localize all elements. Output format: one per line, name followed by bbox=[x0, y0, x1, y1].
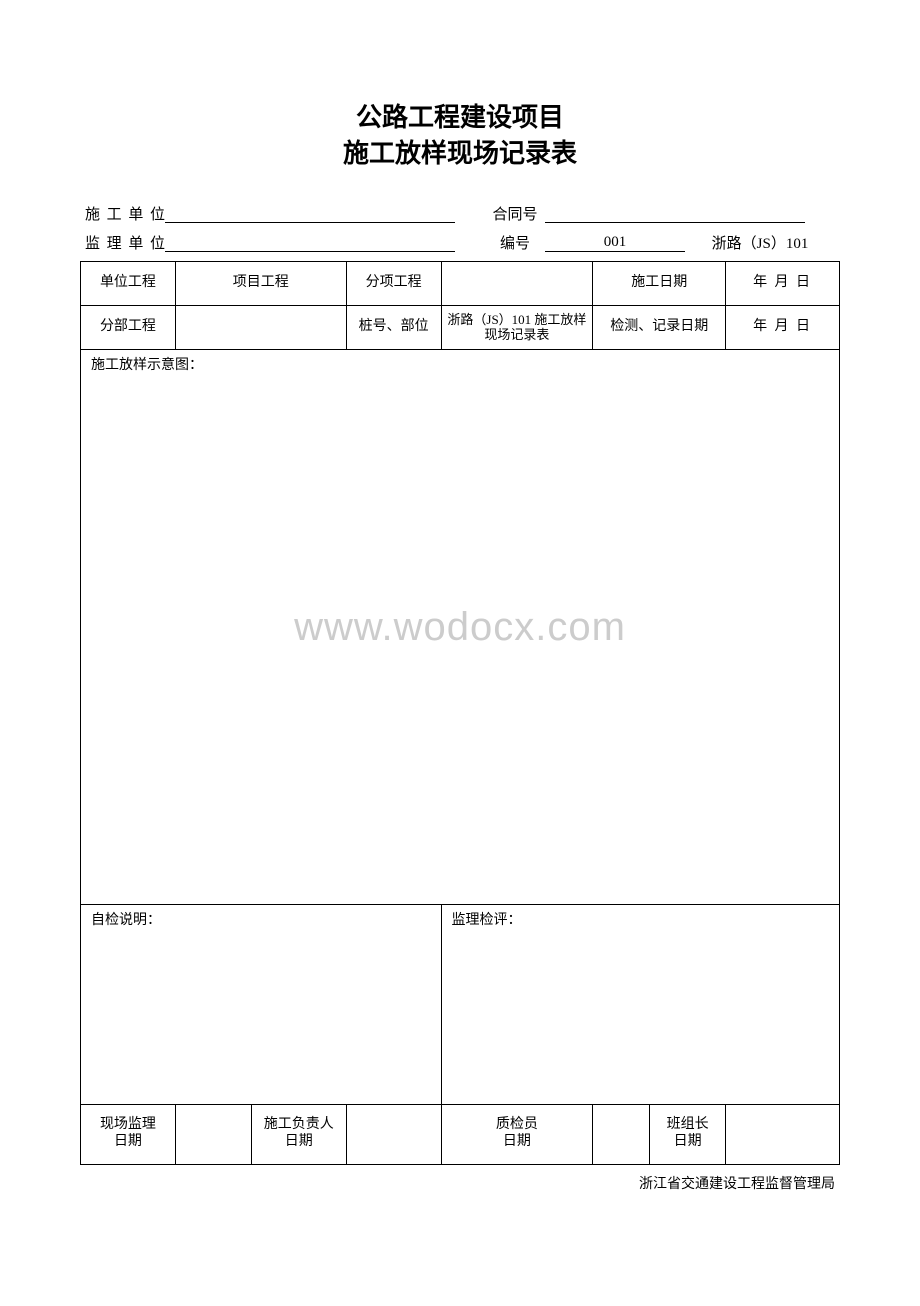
contract-no-value bbox=[545, 203, 805, 223]
inspection-date-value: 年 月 日 bbox=[726, 305, 840, 349]
table-row-signatures: 现场监理 日期 施工负责人 日期 质检员 日期 班组长 日期 bbox=[81, 1104, 840, 1164]
watermark-text: www.wodocx.com bbox=[294, 603, 626, 651]
table-row-1: 单位工程 项目工程 分项工程 施工日期 年 月 日 bbox=[81, 261, 840, 305]
table-row-diagram: 施工放样示意图： www.wodocx.com bbox=[81, 349, 840, 904]
supervisor-eval-label: 监理检评： bbox=[452, 913, 522, 928]
qc-inspector-value bbox=[593, 1104, 650, 1164]
project-label: 项目工程 bbox=[175, 261, 346, 305]
form-code: 浙路（JS）101 bbox=[685, 232, 835, 253]
pile-section-value: 浙路（JS）101 施工放样现场记录表 bbox=[441, 305, 593, 349]
construction-unit-value bbox=[165, 203, 455, 223]
serial-no-label: 编号 bbox=[485, 232, 545, 253]
construction-lead-text: 施工负责人 日期 bbox=[264, 1117, 334, 1149]
contract-no-label: 合同号 bbox=[485, 203, 545, 224]
site-supervisor-label: 现场监理 日期 bbox=[81, 1104, 176, 1164]
supervision-unit-label: 监理单位 bbox=[85, 232, 165, 253]
site-supervisor-text: 现场监理 日期 bbox=[100, 1117, 156, 1149]
title-line-2: 施工放样现场记录表 bbox=[80, 136, 840, 172]
sub-project-value bbox=[441, 261, 593, 305]
supervisor-eval-cell: 监理检评： bbox=[441, 904, 839, 1104]
info-row-2: 监理单位 编号 001 浙路（JS）101 bbox=[80, 232, 840, 253]
table-row-comments: 自检说明： 监理检评： bbox=[81, 904, 840, 1104]
inspection-date-label: 检测、记录日期 bbox=[593, 305, 726, 349]
unit-project-label: 单位工程 bbox=[81, 261, 176, 305]
construction-lead-label: 施工负责人 日期 bbox=[251, 1104, 346, 1164]
construction-lead-value bbox=[346, 1104, 441, 1164]
sub-project-label: 分项工程 bbox=[346, 261, 441, 305]
title-block: 公路工程建设项目 施工放样现场记录表 bbox=[80, 100, 840, 173]
diagram-label: 施工放样示意图： bbox=[91, 358, 203, 373]
table-row-2: 分部工程 桩号、部位 浙路（JS）101 施工放样现场记录表 检测、记录日期 年… bbox=[81, 305, 840, 349]
self-inspect-label: 自检说明： bbox=[91, 913, 161, 928]
team-leader-text: 班组长 日期 bbox=[667, 1117, 709, 1149]
construction-date-value: 年 月 日 bbox=[726, 261, 840, 305]
sub-division-value bbox=[175, 305, 346, 349]
team-leader-label: 班组长 日期 bbox=[650, 1104, 726, 1164]
supervision-unit-value bbox=[165, 232, 455, 252]
qc-inspector-label: 质检员 日期 bbox=[441, 1104, 593, 1164]
qc-inspector-text: 质检员 日期 bbox=[496, 1117, 538, 1149]
info-row-1: 施工单位 合同号 bbox=[80, 203, 840, 224]
construction-unit-label: 施工单位 bbox=[85, 203, 165, 224]
construction-date-label: 施工日期 bbox=[593, 261, 726, 305]
team-leader-value bbox=[726, 1104, 840, 1164]
serial-no-value: 001 bbox=[545, 232, 685, 252]
pile-section-label: 桩号、部位 bbox=[346, 305, 441, 349]
footer-text: 浙江省交通建设工程监督管理局 bbox=[80, 1173, 840, 1193]
self-inspect-cell: 自检说明： bbox=[81, 904, 442, 1104]
main-table: 单位工程 项目工程 分项工程 施工日期 年 月 日 分部工程 桩号、部位 浙路（… bbox=[80, 261, 840, 1165]
diagram-cell: 施工放样示意图： www.wodocx.com bbox=[81, 349, 840, 904]
site-supervisor-value bbox=[175, 1104, 251, 1164]
title-line-1: 公路工程建设项目 bbox=[80, 100, 840, 136]
sub-division-label: 分部工程 bbox=[81, 305, 176, 349]
page-container: 公路工程建设项目 施工放样现场记录表 施工单位 合同号 监理单位 编号 001 … bbox=[0, 0, 920, 1233]
